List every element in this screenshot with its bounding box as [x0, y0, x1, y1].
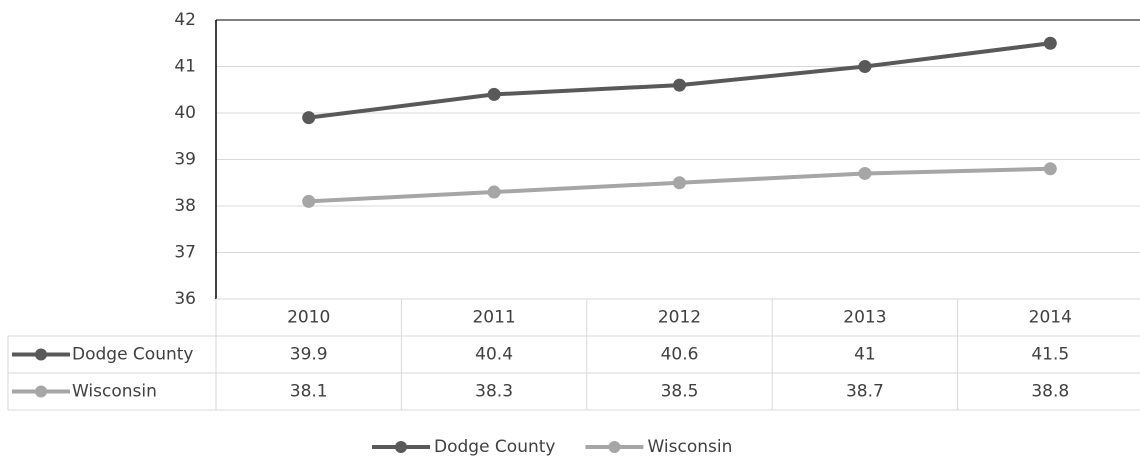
legend-label: Dodge County [434, 437, 555, 457]
y-tick-label: 39 [174, 150, 196, 170]
x-tick-label: 2013 [843, 308, 886, 328]
table-value: 38.1 [290, 382, 328, 402]
table-series-name: Wisconsin [72, 382, 157, 402]
legend-marker [35, 385, 47, 398]
x-tick-label: 2014 [1029, 308, 1072, 328]
data-point [1043, 36, 1057, 50]
table-value: 39.9 [290, 345, 328, 365]
data-point [1043, 162, 1057, 176]
x-tick-label: 2011 [472, 308, 515, 328]
data-point [858, 60, 872, 73]
data-point [673, 176, 686, 190]
table-value: 40.4 [475, 345, 513, 365]
y-tick-label: 38 [174, 196, 196, 216]
data-point [487, 185, 501, 199]
table-series-name: Dodge County [72, 345, 193, 365]
table-value: 38.5 [661, 382, 699, 402]
table-value: 41.5 [1031, 345, 1069, 365]
table-value: 41 [854, 345, 876, 365]
y-tick-label: 36 [174, 289, 196, 309]
table-value: 38.7 [846, 382, 884, 402]
data-point [302, 194, 316, 208]
data-point [858, 166, 872, 180]
y-tick-label: 41 [174, 57, 196, 77]
data-point [487, 87, 501, 101]
table-value: 38.3 [475, 382, 513, 402]
data-point [673, 78, 686, 92]
legend-marker [35, 348, 47, 361]
table-value: 38.8 [1031, 382, 1069, 402]
legend-label: Wisconsin [647, 437, 732, 457]
data-point [302, 111, 316, 125]
legend-marker [608, 441, 621, 453]
y-tick-label: 42 [174, 10, 196, 30]
x-tick-label: 2012 [658, 308, 701, 328]
x-tick-label: 2010 [287, 308, 330, 328]
table-value: 40.6 [661, 345, 699, 365]
y-tick-label: 37 [174, 243, 196, 263]
y-tick-label: 40 [174, 103, 196, 123]
legend-marker [395, 441, 407, 453]
